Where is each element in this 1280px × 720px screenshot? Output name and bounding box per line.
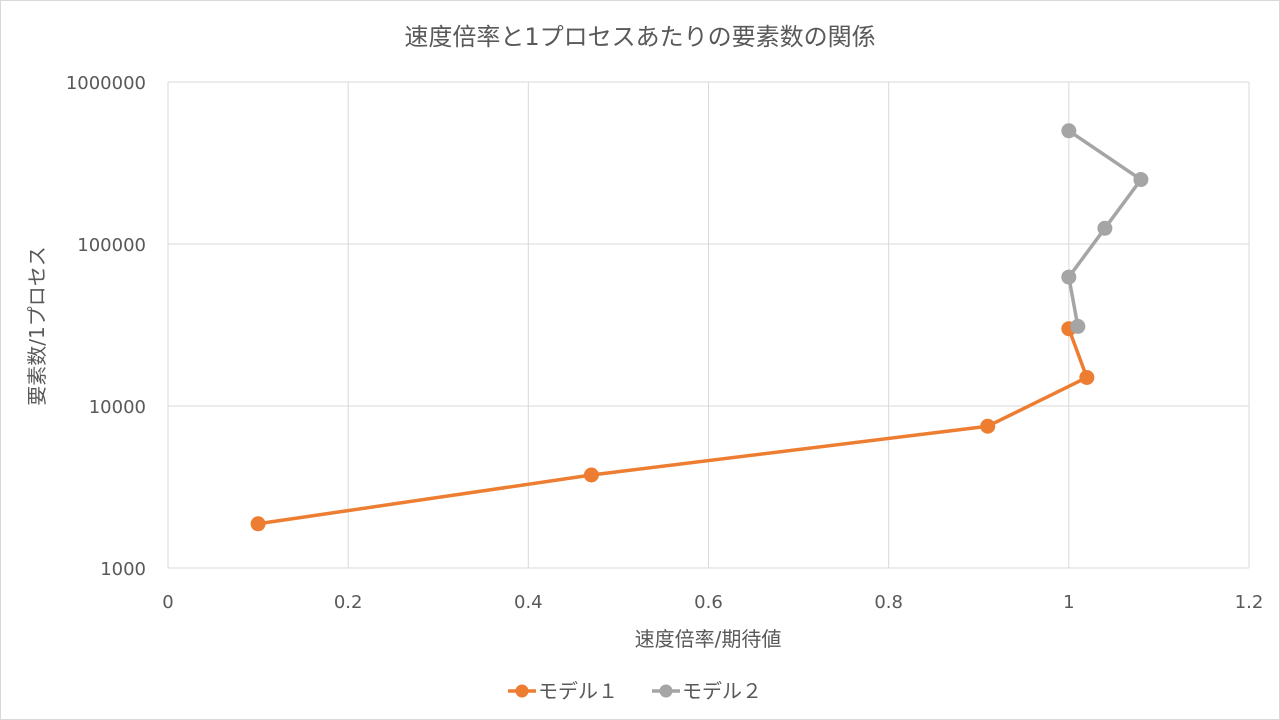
y-axis-label: 要素数/1プロセス: [25, 246, 49, 405]
legend-marker: [515, 684, 529, 698]
y-tick-label: 100000: [77, 235, 146, 256]
data-point: [1079, 369, 1095, 385]
gridlines: [167, 81, 1250, 569]
data-point: [250, 516, 266, 532]
legend: モデル１ モデル２: [508, 679, 762, 703]
y-tick-label: 10000: [89, 397, 146, 418]
y-tick-label: 1000000: [66, 73, 146, 94]
x-axis-ticks: 0 0.2 0.4 0.6 0.8 1 1.2: [162, 592, 1263, 613]
legend-item: モデル１: [508, 679, 618, 703]
x-tick-label: 0.4: [514, 592, 543, 613]
data-point: [980, 418, 996, 434]
x-tick-label: 0: [162, 592, 173, 613]
legend-marker: [659, 684, 673, 698]
x-tick-label: 0.8: [874, 592, 903, 613]
series-1: [250, 321, 1095, 532]
data-point: [1097, 220, 1113, 236]
data-point: [1061, 269, 1077, 285]
x-tick-label: 1: [1063, 592, 1074, 613]
legend-item: モデル２: [652, 679, 762, 703]
data-point: [1133, 172, 1149, 188]
data-point: [583, 467, 599, 483]
series-line: [257, 328, 1089, 526]
y-tick-label: 1000: [100, 559, 146, 580]
legend-label: モデル２: [682, 679, 762, 703]
data-point: [1070, 318, 1086, 334]
x-tick-label: 1.2: [1235, 592, 1264, 613]
data-point: [1061, 123, 1077, 139]
series-group: [250, 123, 1149, 532]
x-tick-label: 0.2: [334, 592, 363, 613]
y-axis-ticks: 1000 10000 100000 1000000: [66, 73, 146, 580]
x-tick-label: 0.6: [694, 592, 723, 613]
series-2: [1061, 123, 1149, 334]
x-axis-label: 速度倍率/期待値: [635, 627, 782, 651]
legend-label: モデル１: [538, 679, 618, 703]
chart-title: 速度倍率と1プロセスあたりの要素数の関係: [404, 23, 875, 51]
